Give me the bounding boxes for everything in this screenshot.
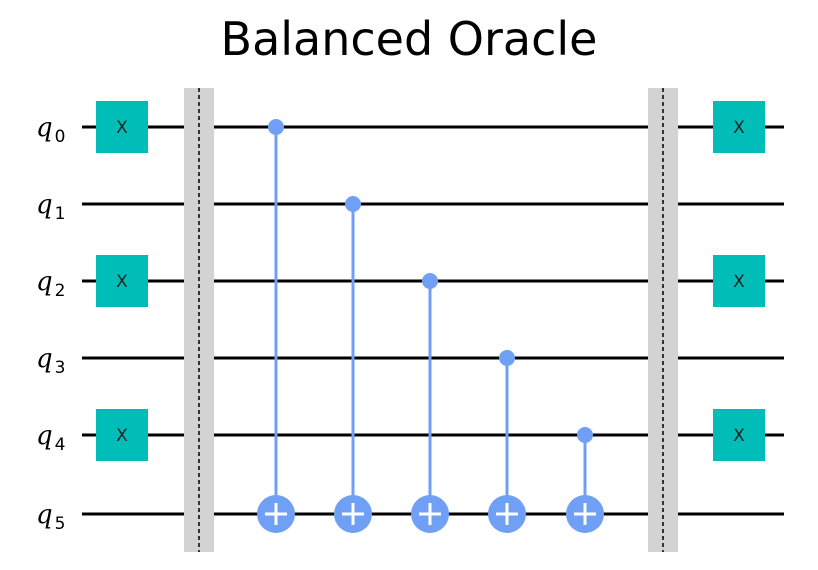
cnot-gate-q1-q5 <box>334 196 372 533</box>
qubit-label-name: q <box>36 421 53 451</box>
x-gate-q4: X <box>96 409 148 461</box>
x-gate-box <box>96 409 148 461</box>
x-gate-label: X <box>733 118 745 138</box>
x-gate-label: X <box>733 272 745 292</box>
cnot-gate-q3-q5 <box>488 350 526 533</box>
qubit-label-name: q <box>36 267 53 297</box>
x-gate-label: X <box>116 118 128 138</box>
x-gate-box <box>713 409 765 461</box>
x-gate-label: X <box>116 426 128 446</box>
cnot-gate-q0-q5 <box>257 119 295 533</box>
x-gate-box <box>96 255 148 307</box>
diagram-title: Balanced Oracle <box>220 12 598 66</box>
qubit-label-index: 5 <box>55 514 66 534</box>
x-gate-q0: X <box>713 101 765 153</box>
qubit-label-index: 0 <box>55 127 66 147</box>
circuit-operations: X X X X X X <box>96 88 765 552</box>
x-gate-box <box>713 255 765 307</box>
barrier <box>648 88 678 552</box>
qubit-label-name: q <box>36 190 53 220</box>
cnot-control-dot <box>422 273 438 289</box>
qubit-label-index: 1 <box>55 204 66 224</box>
x-gate-label: X <box>116 272 128 292</box>
x-gate-q4: X <box>713 409 765 461</box>
x-gate-q0: X <box>96 101 148 153</box>
cnot-gate-q2-q5 <box>411 273 449 533</box>
qubit-label-index: 2 <box>55 281 66 301</box>
barrier <box>184 88 214 552</box>
qubit-label-name: q <box>36 500 53 530</box>
x-gate-box <box>713 101 765 153</box>
x-gate-label: X <box>733 426 745 446</box>
qubit-labels: q 0q 1q 2q 3q 4q 5 <box>36 113 65 534</box>
cnot-control-dot <box>268 119 284 135</box>
x-gate-box <box>96 101 148 153</box>
cnot-control-dot <box>345 196 361 212</box>
qubit-label-name: q <box>36 344 53 374</box>
x-gate-q2: X <box>96 255 148 307</box>
cnot-control-dot <box>577 427 593 443</box>
qubit-label-index: 3 <box>55 358 66 378</box>
qubit-label-name: q <box>36 113 53 143</box>
cnot-control-dot <box>499 350 515 366</box>
cnot-gate-q4-q5 <box>566 427 604 533</box>
qubit-label-index: 4 <box>55 435 66 455</box>
x-gate-q2: X <box>713 255 765 307</box>
